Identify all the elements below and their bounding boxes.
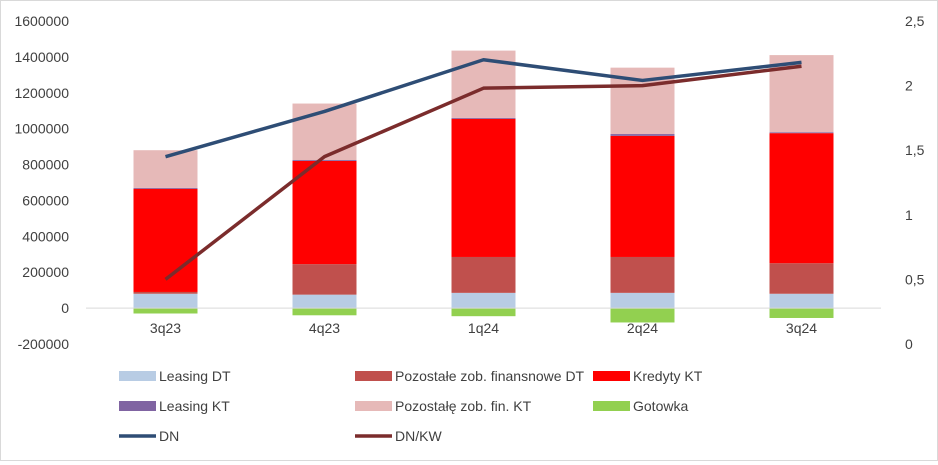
category-label-2q24: 2q24	[627, 320, 658, 336]
lines-group	[164, 58, 802, 281]
bar-pozosta-e-zob-finansnowe-dt-1q24	[451, 256, 516, 293]
left-tick-label: 200000	[22, 264, 69, 280]
right-tick-label: 1,5	[905, 142, 925, 158]
right-tick-label: 2,5	[905, 13, 925, 29]
bar-leasing-kt-2q24	[610, 134, 675, 136]
bar-pozosta-e-zob-finansnowe-dt-2q24	[610, 256, 675, 293]
line-dn-kw	[164, 64, 802, 281]
left-tick-label: -200000	[18, 336, 70, 352]
bar-gotowka-3q24	[769, 308, 834, 318]
bar-pozosta-e-zob-finansnowe-dt-3q23	[133, 291, 198, 294]
category-label-3q24: 3q24	[786, 320, 817, 336]
right-tick-label: 0	[905, 336, 913, 352]
legend-label-dn: DN	[159, 428, 179, 444]
left-tick-label: 1400000	[14, 49, 69, 65]
bar-kredyty-kt-3q23	[133, 188, 198, 292]
bar-leasing-kt-4q23	[292, 160, 357, 161]
left-tick-label: 400000	[22, 228, 69, 244]
category-label-3q23: 3q23	[150, 320, 181, 336]
bar-gotowka-4q23	[292, 308, 357, 316]
bars-group	[86, 50, 881, 323]
legend-swatch-gotowka	[593, 401, 630, 411]
category-label-4q23: 4q23	[309, 320, 340, 336]
bar-leasing-kt-1q24	[451, 117, 516, 119]
left-tick-label: 600000	[22, 192, 69, 208]
legend-swatch-pozosta-e-zob-finansnowe-dt	[355, 371, 392, 381]
bar-kredyty-kt-2q24	[610, 135, 675, 257]
legend-swatch-pozosta-e-zob-fin-kt	[355, 401, 392, 411]
bar-gotowka-2q24	[610, 308, 675, 323]
bar-leasing-kt-3q24	[769, 132, 834, 134]
legend-swatch-leasing-kt	[119, 401, 156, 411]
legend-label-pozosta-e-zob-finansnowe-dt: Pozostałe zob. finansnowe DT	[395, 368, 585, 384]
bar-kredyty-kt-3q24	[769, 133, 834, 264]
bar-leasing-dt-3q23	[133, 293, 198, 309]
bar-leasing-dt-3q24	[769, 293, 834, 309]
left-tick-label: 1200000	[14, 85, 69, 101]
bar-gotowka-1q24	[451, 308, 516, 317]
category-label-1q24: 1q24	[468, 320, 499, 336]
right-tick-label: 0,5	[905, 271, 925, 287]
left-tick-label: 800000	[22, 157, 69, 173]
left-tick-label: 1000000	[14, 121, 69, 137]
bar-pozosta-e-zob-finansnowe-dt-3q24	[769, 263, 834, 294]
bar-leasing-dt-4q23	[292, 294, 357, 309]
left-axis-ticks: -200000 0 200000 400000 600000 800000 1000000 1…	[14, 13, 69, 352]
category-labels: 3q23 4q23 1q24 2q24 3q24	[150, 320, 817, 336]
line-dn	[165, 58, 802, 159]
legend-label-leasing-kt: Leasing KT	[159, 398, 230, 414]
bar-leasing-dt-1q24	[451, 292, 516, 309]
bar-kredyty-kt-4q23	[292, 160, 357, 265]
legend-swatch-kredyty-kt	[593, 371, 630, 381]
legend-label-gotowka: Gotowka	[633, 398, 688, 414]
bar-kredyty-kt-1q24	[451, 118, 516, 257]
legend-label-pozosta-e-zob-fin-kt: Pozostałę zob. fin. KT	[395, 398, 532, 414]
legend-label-kredyty-kt: Kredyty KT	[633, 368, 703, 384]
bar-gotowka-3q23	[133, 308, 198, 314]
right-tick-label: 2	[905, 78, 913, 94]
bar-leasing-dt-2q24	[610, 292, 675, 309]
left-tick-label: 0	[61, 300, 69, 316]
left-tick-label: 1600000	[14, 13, 69, 29]
bar-pozosta-e-zob-finansnowe-dt-4q23	[292, 264, 357, 295]
right-axis-ticks: 0 0,5 1 1,5 2 2,5	[905, 13, 925, 352]
legend: Leasing DT Pozostałe zob. finansnowe DT Kr…	[119, 368, 703, 444]
right-tick-label: 1	[905, 207, 913, 223]
legend-label-leasing-dt: Leasing DT	[159, 368, 231, 384]
legend-swatch-leasing-dt	[119, 371, 156, 381]
bar-leasing-kt-3q23	[133, 187, 198, 189]
legend-label-dn-kw: DN/KW	[395, 428, 442, 444]
